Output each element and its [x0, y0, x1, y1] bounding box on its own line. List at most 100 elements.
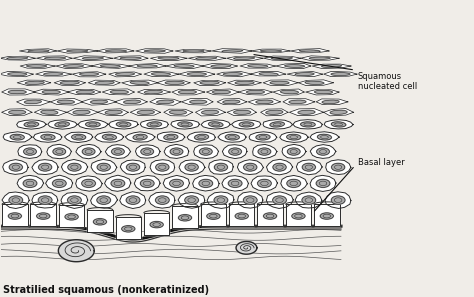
Ellipse shape — [256, 134, 270, 140]
Ellipse shape — [68, 163, 81, 171]
Polygon shape — [95, 132, 124, 142]
Polygon shape — [310, 175, 336, 192]
Ellipse shape — [178, 122, 192, 127]
Ellipse shape — [44, 73, 63, 75]
Polygon shape — [32, 159, 58, 175]
Ellipse shape — [199, 179, 213, 187]
Polygon shape — [165, 64, 203, 69]
Polygon shape — [150, 160, 174, 175]
Ellipse shape — [246, 90, 264, 94]
Polygon shape — [18, 145, 42, 158]
Ellipse shape — [165, 81, 184, 84]
Polygon shape — [266, 192, 293, 208]
Polygon shape — [3, 132, 32, 142]
Polygon shape — [171, 120, 200, 129]
Ellipse shape — [211, 65, 231, 67]
Ellipse shape — [214, 163, 228, 171]
Polygon shape — [150, 98, 181, 105]
Ellipse shape — [287, 134, 301, 140]
Ellipse shape — [24, 100, 41, 104]
Polygon shape — [17, 175, 44, 191]
Ellipse shape — [67, 196, 82, 204]
Ellipse shape — [194, 134, 209, 140]
Polygon shape — [129, 64, 166, 68]
Polygon shape — [299, 80, 333, 86]
Ellipse shape — [150, 222, 163, 228]
Ellipse shape — [170, 179, 183, 187]
Polygon shape — [238, 90, 272, 95]
Ellipse shape — [38, 196, 52, 204]
Ellipse shape — [243, 196, 257, 204]
Text: Basal layer: Basal layer — [357, 158, 404, 167]
Ellipse shape — [222, 50, 243, 52]
Polygon shape — [36, 72, 72, 76]
Polygon shape — [102, 89, 134, 95]
Ellipse shape — [145, 90, 162, 94]
Polygon shape — [137, 89, 170, 94]
Polygon shape — [120, 192, 146, 208]
Polygon shape — [293, 120, 322, 129]
Ellipse shape — [80, 73, 99, 75]
Ellipse shape — [285, 65, 305, 67]
Polygon shape — [50, 98, 83, 105]
Polygon shape — [212, 49, 252, 53]
Ellipse shape — [318, 134, 331, 140]
Polygon shape — [91, 159, 117, 175]
Polygon shape — [47, 144, 72, 159]
Polygon shape — [227, 109, 256, 116]
Polygon shape — [2, 204, 27, 226]
Ellipse shape — [8, 73, 27, 75]
Polygon shape — [312, 64, 351, 69]
Ellipse shape — [235, 213, 248, 219]
Ellipse shape — [152, 73, 170, 75]
Ellipse shape — [273, 196, 286, 204]
Polygon shape — [62, 159, 88, 175]
Polygon shape — [187, 132, 215, 142]
Ellipse shape — [126, 196, 140, 204]
Ellipse shape — [140, 179, 154, 187]
Polygon shape — [202, 64, 237, 68]
Ellipse shape — [266, 110, 283, 114]
Ellipse shape — [261, 50, 282, 52]
Polygon shape — [136, 49, 173, 53]
Ellipse shape — [111, 148, 124, 155]
Polygon shape — [227, 56, 263, 61]
Polygon shape — [250, 72, 285, 76]
Ellipse shape — [24, 148, 36, 155]
Polygon shape — [273, 89, 304, 95]
Polygon shape — [289, 109, 324, 116]
Ellipse shape — [137, 110, 154, 114]
Ellipse shape — [157, 100, 173, 104]
Ellipse shape — [257, 179, 271, 187]
Ellipse shape — [97, 196, 110, 204]
Polygon shape — [264, 56, 301, 61]
Polygon shape — [157, 80, 190, 85]
Ellipse shape — [82, 179, 95, 187]
Polygon shape — [59, 205, 84, 227]
Polygon shape — [192, 176, 219, 191]
Polygon shape — [76, 176, 102, 191]
Ellipse shape — [9, 110, 26, 114]
Polygon shape — [134, 176, 160, 191]
Polygon shape — [237, 160, 264, 175]
Ellipse shape — [235, 81, 254, 84]
Polygon shape — [76, 144, 101, 159]
Polygon shape — [64, 132, 93, 143]
Ellipse shape — [223, 73, 242, 75]
Polygon shape — [324, 108, 354, 116]
Ellipse shape — [229, 148, 241, 155]
Ellipse shape — [10, 134, 24, 140]
Polygon shape — [33, 132, 62, 142]
Ellipse shape — [122, 226, 135, 232]
Polygon shape — [316, 99, 348, 105]
Ellipse shape — [127, 163, 140, 171]
Ellipse shape — [200, 148, 212, 155]
Ellipse shape — [316, 179, 330, 187]
Ellipse shape — [302, 196, 316, 204]
Ellipse shape — [287, 179, 301, 187]
Polygon shape — [150, 56, 187, 61]
Ellipse shape — [317, 148, 329, 155]
Ellipse shape — [234, 57, 255, 59]
Ellipse shape — [185, 196, 199, 204]
Ellipse shape — [57, 100, 74, 104]
